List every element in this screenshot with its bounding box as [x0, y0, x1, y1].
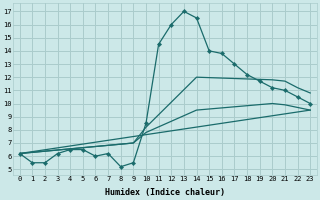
- X-axis label: Humidex (Indice chaleur): Humidex (Indice chaleur): [105, 188, 225, 197]
